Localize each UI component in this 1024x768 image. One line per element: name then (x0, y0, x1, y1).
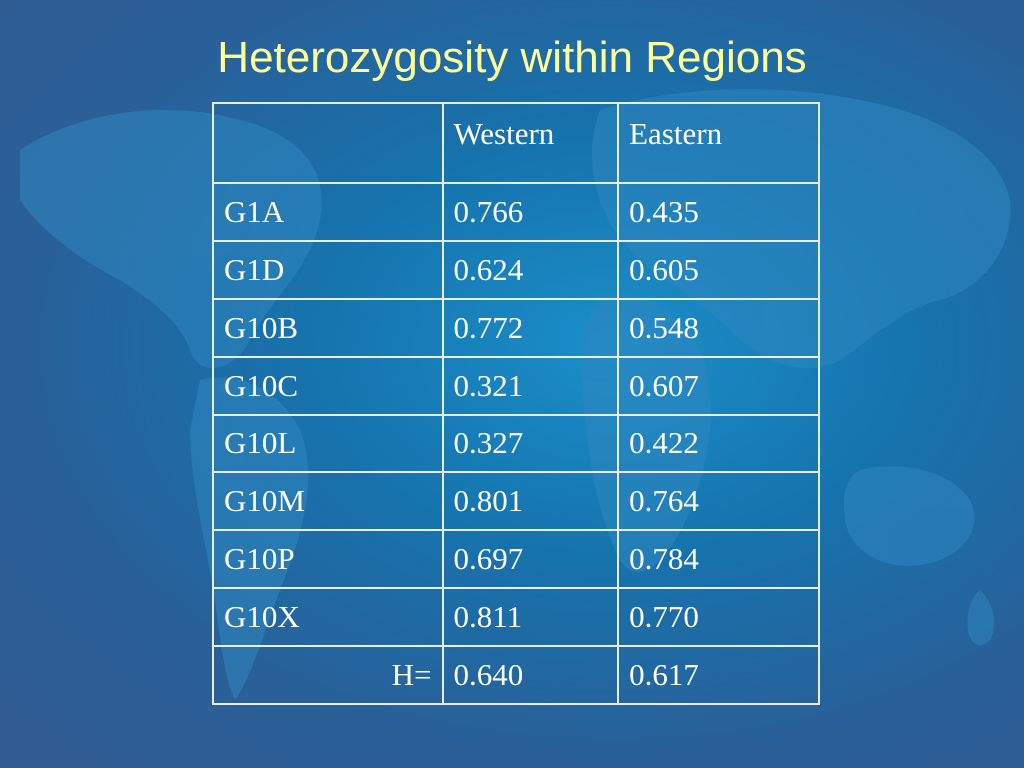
locus-cell: G10X (212, 587, 444, 647)
table-row: G10L 0.327 0.422 (212, 413, 820, 474)
table-row: G10X 0.811 0.770 (212, 587, 820, 647)
heterozygosity-table-container: Western Eastern G1A 0.766 0.435 G1D 0.62… (212, 102, 820, 705)
slide-title: Heterozygosity within Regions (217, 33, 807, 82)
eastern-value: 0.607 (617, 355, 820, 416)
eastern-value: 0.605 (617, 239, 820, 300)
western-value: 0.772 (441, 297, 620, 358)
locus-cell: G10P (212, 529, 444, 590)
eastern-value: 0.548 (617, 297, 820, 358)
western-value: 0.801 (441, 471, 620, 532)
table-header-row: Western Eastern (212, 102, 820, 184)
locus-cell: G10M (212, 471, 444, 532)
header-western: Western (441, 102, 620, 184)
western-value: 0.697 (441, 529, 620, 590)
table-row: G1A 0.766 0.435 (212, 182, 820, 242)
total-label: H= (212, 645, 444, 705)
western-value: 0.766 (441, 182, 620, 242)
eastern-value: 0.435 (617, 182, 820, 242)
eastern-value: 0.784 (617, 529, 820, 590)
eastern-total: 0.617 (617, 645, 820, 705)
locus-cell: G10L (212, 413, 444, 474)
header-eastern: Eastern (617, 102, 820, 184)
table-row: G10P 0.697 0.784 (212, 529, 820, 590)
eastern-value: 0.770 (617, 587, 820, 647)
locus-cell: G1D (212, 239, 444, 300)
locus-cell: G10C (212, 355, 444, 416)
locus-cell: G1A (212, 182, 444, 242)
table-row: G1D 0.624 0.605 (212, 239, 820, 300)
table-row: G10M 0.801 0.764 (212, 471, 820, 532)
eastern-value: 0.764 (617, 471, 820, 532)
western-total: 0.640 (441, 645, 620, 705)
heterozygosity-table: Western Eastern G1A 0.766 0.435 G1D 0.62… (212, 102, 820, 705)
western-value: 0.811 (441, 587, 620, 647)
western-value: 0.624 (441, 239, 620, 300)
table-row: G10C 0.321 0.607 (212, 355, 820, 416)
western-value: 0.321 (441, 355, 620, 416)
western-value: 0.327 (441, 413, 620, 474)
locus-cell: G10B (212, 297, 444, 358)
table-total-row: H= 0.640 0.617 (212, 645, 820, 705)
table-row: G10B 0.772 0.548 (212, 297, 820, 358)
eastern-value: 0.422 (617, 413, 820, 474)
header-corner-cell (212, 102, 444, 184)
